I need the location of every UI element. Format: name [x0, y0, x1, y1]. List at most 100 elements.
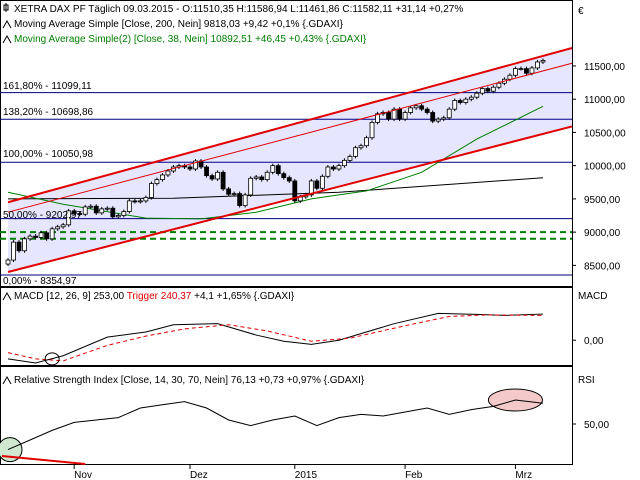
price-tick-label: 9500,00 [584, 195, 621, 206]
macd-legend-prefix: MACD [12, 26, 9] 253,00 Trigger 240,37 +… [14, 291, 295, 302]
candle-body [286, 177, 292, 182]
fib-label-0: 0,00% - 8354,97 [3, 276, 77, 287]
candle-body [82, 206, 88, 215]
candle-body [93, 205, 99, 214]
fib-label-100: 100,00% - 10050,98 [3, 149, 94, 160]
macd-axis-title: MACD [578, 291, 607, 302]
candle-body [496, 82, 502, 88]
candle-body [242, 194, 248, 206]
rsi-trend-line [1, 455, 86, 465]
candle-body [479, 88, 485, 94]
macd-legend-change: +4,1 +1,65% {.GDAXI} [194, 291, 295, 302]
x-tick-label: 2015 [295, 470, 318, 480]
candle-body [308, 180, 314, 196]
rsi-legend-icon [2, 375, 12, 385]
candle-body [126, 200, 132, 212]
candle-body [66, 210, 72, 226]
rsi-tick-label: 50,00 [584, 420, 609, 431]
macd-line [7, 312, 544, 364]
ma38-legend-icon [2, 34, 12, 44]
candle-body [44, 232, 50, 240]
candle-body [121, 211, 127, 216]
candle-body [402, 112, 408, 120]
candle-body [237, 193, 243, 206]
channel-upper-line [7, 47, 573, 204]
candle-legend-icon [3, 3, 9, 12]
candle-body [11, 241, 16, 261]
macd-tick-label: 0,00 [584, 336, 604, 347]
candle-body [38, 232, 44, 238]
candle-body [248, 177, 254, 196]
candle-body [209, 175, 215, 180]
x-tick-label: Nov [74, 470, 92, 480]
candle-body [149, 183, 154, 198]
price-tick-label: 8500,00 [584, 261, 621, 272]
price-tick-label: 11000,00 [584, 95, 625, 106]
candle-body [485, 88, 491, 92]
candle-body [5, 259, 11, 265]
candle-body [452, 100, 458, 110]
candle-body [347, 155, 353, 161]
candle-body [231, 193, 237, 195]
candle-body [275, 165, 281, 175]
candle-body [369, 122, 375, 139]
x-tick-label: Feb [405, 470, 423, 480]
price-tick-label: 10000,00 [584, 162, 626, 173]
legend-markers [2, 3, 12, 385]
candle-body [292, 180, 298, 202]
candle-body [193, 160, 198, 170]
candle-body [342, 159, 347, 167]
candle-body [55, 226, 61, 230]
candle-body [104, 207, 110, 210]
candle-body [336, 165, 342, 170]
candle-body [424, 108, 430, 113]
price-legend-ma200: Moving Average Simple [Close, 200, Nein]… [14, 19, 344, 30]
candle-body [325, 166, 331, 177]
candle-body [165, 170, 171, 176]
ma200-line [7, 177, 544, 200]
candle-body [49, 228, 55, 240]
macd-legend-main: MACD [12, 26, 9] 253,00 [14, 291, 125, 302]
candle-body [226, 188, 232, 195]
candle-body [391, 108, 397, 120]
candle-body [16, 241, 22, 252]
candle-body [419, 105, 425, 110]
macd-highlight-circle [44, 352, 60, 366]
candle-body [408, 107, 414, 113]
candle-body [540, 60, 546, 63]
candle-body [132, 200, 138, 203]
candle-body [375, 113, 380, 123]
price-tick-label: 11500,00 [584, 62, 625, 73]
candle-body [364, 137, 369, 147]
candle-body [490, 86, 496, 92]
price-panel-frame [0, 0, 573, 287]
channel-lower-line [7, 125, 573, 273]
price-tick-label: 10500,00 [584, 128, 626, 139]
candle-body [259, 176, 265, 181]
fib-label-161: 161,80% - 11099,11 [3, 81, 92, 92]
candle-body [529, 67, 535, 74]
candle-body [446, 108, 452, 119]
candle-body [77, 213, 83, 215]
x-tick-label: Dez [190, 470, 208, 480]
rsi-panel-frame [0, 366, 573, 465]
candle-body [430, 112, 436, 122]
channel-mid-line [7, 62, 573, 213]
candle-body [397, 108, 402, 120]
candle-body [353, 147, 358, 157]
candle-body [314, 180, 320, 189]
candle-body [463, 98, 469, 103]
candle-body [204, 166, 209, 177]
rsi-line [7, 399, 544, 451]
candle-body [386, 112, 391, 120]
x-tick-label: Mrz [515, 470, 532, 480]
channel-fill [8, 48, 572, 273]
candle-body [110, 207, 116, 218]
candle-body [435, 118, 441, 122]
candle-body [468, 96, 474, 100]
candle-body [143, 197, 149, 202]
candle-body [441, 117, 447, 120]
candle-body [27, 235, 33, 240]
candle-body [518, 68, 524, 71]
